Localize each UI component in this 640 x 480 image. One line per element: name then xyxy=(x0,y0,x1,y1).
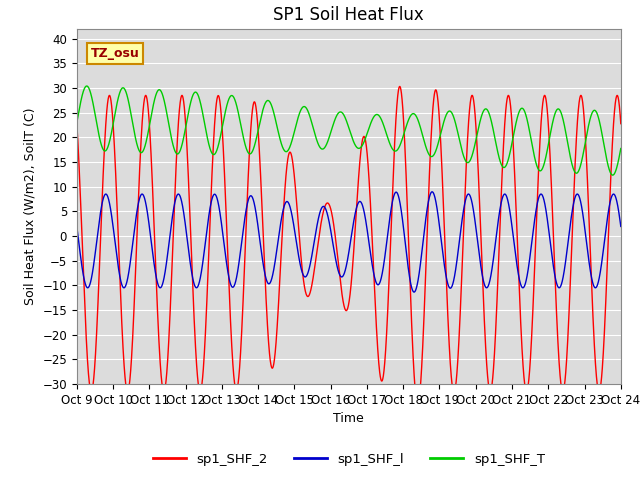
sp1_SHF_T xyxy=(617,145,625,151)
sp1_SHF_l xyxy=(399,221,407,227)
sp1_SHF_l xyxy=(172,196,179,202)
Title: SP1 Soil Heat Flux: SP1 Soil Heat Flux xyxy=(273,6,424,24)
Legend: sp1_SHF_2, sp1_SHF_l, sp1_SHF_T: sp1_SHF_2, sp1_SHF_l, sp1_SHF_T xyxy=(147,447,550,471)
X-axis label: Time: Time xyxy=(333,412,364,425)
Text: TZ_osu: TZ_osu xyxy=(90,47,139,60)
sp1_SHF_2 xyxy=(399,111,407,117)
sp1_SHF_l xyxy=(427,191,435,196)
sp1_SHF_T xyxy=(609,172,616,178)
sp1_SHF_l xyxy=(410,289,418,295)
sp1_SHF_T xyxy=(281,148,289,154)
sp1_SHF_2 xyxy=(73,121,81,127)
sp1_SHF_l xyxy=(479,276,487,281)
sp1_SHF_T xyxy=(83,83,90,89)
sp1_SHF_2 xyxy=(172,174,179,180)
sp1_SHF_T xyxy=(172,150,180,156)
sp1_SHF_T xyxy=(399,133,407,139)
sp1_SHF_2 xyxy=(414,402,422,408)
Line: sp1_SHF_T: sp1_SHF_T xyxy=(77,86,621,175)
sp1_SHF_T xyxy=(73,120,81,125)
sp1_SHF_l xyxy=(281,202,289,207)
sp1_SHF_2 xyxy=(427,141,435,146)
sp1_SHF_2 xyxy=(281,190,289,196)
sp1_SHF_T xyxy=(427,154,435,159)
sp1_SHF_l xyxy=(428,189,436,195)
Y-axis label: Soil Heat Flux (W/m2), SoilT (C): Soil Heat Flux (W/m2), SoilT (C) xyxy=(24,108,36,305)
sp1_SHF_T xyxy=(479,109,486,115)
sp1_SHF_T xyxy=(520,108,528,113)
Line: sp1_SHF_l: sp1_SHF_l xyxy=(77,192,621,292)
sp1_SHF_2 xyxy=(479,285,487,290)
Line: sp1_SHF_2: sp1_SHF_2 xyxy=(77,86,621,405)
sp1_SHF_l xyxy=(617,224,625,229)
sp1_SHF_2 xyxy=(617,121,625,127)
sp1_SHF_l xyxy=(73,224,81,229)
sp1_SHF_2 xyxy=(396,84,403,89)
sp1_SHF_2 xyxy=(520,378,528,384)
sp1_SHF_l xyxy=(520,284,528,289)
